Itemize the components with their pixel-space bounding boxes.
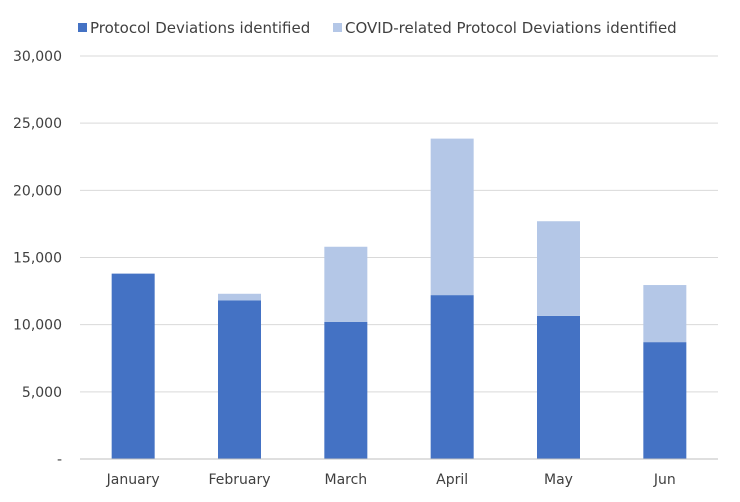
bars bbox=[111, 138, 687, 459]
y-tick-label: 30,000 bbox=[13, 49, 62, 65]
legend-label-covid-deviations: COVID-related Protocol Deviations identi… bbox=[345, 19, 677, 37]
gridlines bbox=[80, 55, 718, 393]
y-tick-label: - bbox=[57, 452, 62, 468]
bar-protocol-deviations bbox=[324, 321, 368, 459]
y-tick-label: 20,000 bbox=[13, 183, 62, 199]
bar-protocol-deviations bbox=[111, 273, 155, 459]
bar-protocol-deviations bbox=[643, 342, 687, 459]
bar-protocol-deviations bbox=[430, 295, 474, 459]
bar-protocol-deviations bbox=[537, 315, 580, 459]
x-axis-category-labels: January February March April May Jun bbox=[106, 472, 676, 488]
bar-protocol-deviations bbox=[218, 300, 261, 459]
bar-covid-deviations bbox=[430, 138, 474, 296]
y-tick-label: 15,000 bbox=[13, 251, 62, 267]
bar-covid-deviations bbox=[537, 221, 580, 316]
x-category-label: April bbox=[436, 472, 468, 488]
x-category-label: February bbox=[208, 472, 270, 488]
legend: Protocol Deviations identified COVID-rel… bbox=[78, 19, 677, 37]
legend-swatch-protocol-deviations bbox=[78, 23, 87, 32]
bar-covid-deviations bbox=[643, 285, 687, 343]
y-tick-label: 25,000 bbox=[13, 116, 62, 132]
x-category-label: May bbox=[544, 472, 573, 488]
bar-covid-deviations bbox=[324, 246, 368, 322]
x-category-label: March bbox=[324, 472, 367, 488]
y-tick-label: 10,000 bbox=[13, 318, 62, 334]
y-axis-tick-labels: - 5,000 10,000 15,000 20,000 25,000 30,000 bbox=[13, 49, 62, 468]
legend-label-protocol-deviations: Protocol Deviations identified bbox=[90, 19, 310, 37]
legend-swatch-covid-deviations bbox=[333, 23, 342, 32]
x-category-label: Jun bbox=[653, 472, 676, 488]
y-tick-label: 5,000 bbox=[22, 385, 62, 401]
bar-covid-deviations bbox=[218, 293, 261, 301]
x-category-label: January bbox=[106, 472, 160, 488]
